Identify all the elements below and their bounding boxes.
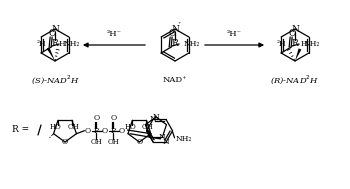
Text: NH₂: NH₂: [176, 135, 192, 143]
Polygon shape: [47, 47, 55, 61]
Text: N: N: [153, 113, 159, 121]
Text: NH₂: NH₂: [183, 40, 200, 48]
Text: O: O: [110, 114, 117, 122]
Text: ⁺: ⁺: [177, 22, 181, 27]
Text: OH: OH: [142, 123, 153, 131]
Text: HO: HO: [125, 123, 136, 131]
Text: O: O: [62, 138, 68, 146]
Text: OH: OH: [67, 123, 79, 131]
Text: R: R: [52, 40, 58, 49]
Text: N: N: [171, 25, 179, 33]
Text: R: R: [172, 40, 178, 49]
Text: H: H: [301, 40, 307, 48]
Text: O: O: [84, 127, 91, 135]
Text: O: O: [136, 138, 142, 146]
Text: ²H: ²H: [276, 40, 286, 48]
Text: O: O: [118, 127, 125, 135]
Text: N: N: [51, 25, 59, 33]
Text: HO: HO: [50, 123, 62, 131]
Text: N: N: [159, 133, 166, 141]
Text: ²H⁻: ²H⁻: [106, 30, 121, 38]
Text: (R)-NAD$^{2}$H: (R)-NAD$^{2}$H: [270, 74, 320, 86]
Text: P: P: [111, 127, 116, 135]
Text: H: H: [59, 40, 65, 48]
Text: O: O: [93, 114, 99, 122]
Text: O: O: [168, 29, 176, 37]
Text: N: N: [150, 115, 156, 123]
Text: N: N: [291, 25, 299, 33]
Text: O: O: [102, 127, 107, 135]
Text: OH: OH: [91, 138, 102, 146]
Text: ²H: ²H: [36, 40, 46, 48]
Text: O: O: [288, 29, 296, 37]
Text: ²H⁻: ²H⁻: [226, 30, 242, 38]
Text: NH₂: NH₂: [303, 40, 320, 48]
Text: R =: R =: [12, 125, 29, 135]
Text: P: P: [94, 127, 99, 135]
Text: O: O: [48, 29, 56, 37]
Text: OH: OH: [107, 138, 119, 146]
Text: NAD⁺: NAD⁺: [163, 76, 187, 84]
Polygon shape: [295, 48, 301, 61]
Text: (S)-NAD$^{2}$H: (S)-NAD$^{2}$H: [31, 74, 79, 86]
Text: NH₂: NH₂: [63, 40, 79, 48]
Text: R: R: [292, 40, 298, 49]
Text: N: N: [163, 138, 169, 146]
